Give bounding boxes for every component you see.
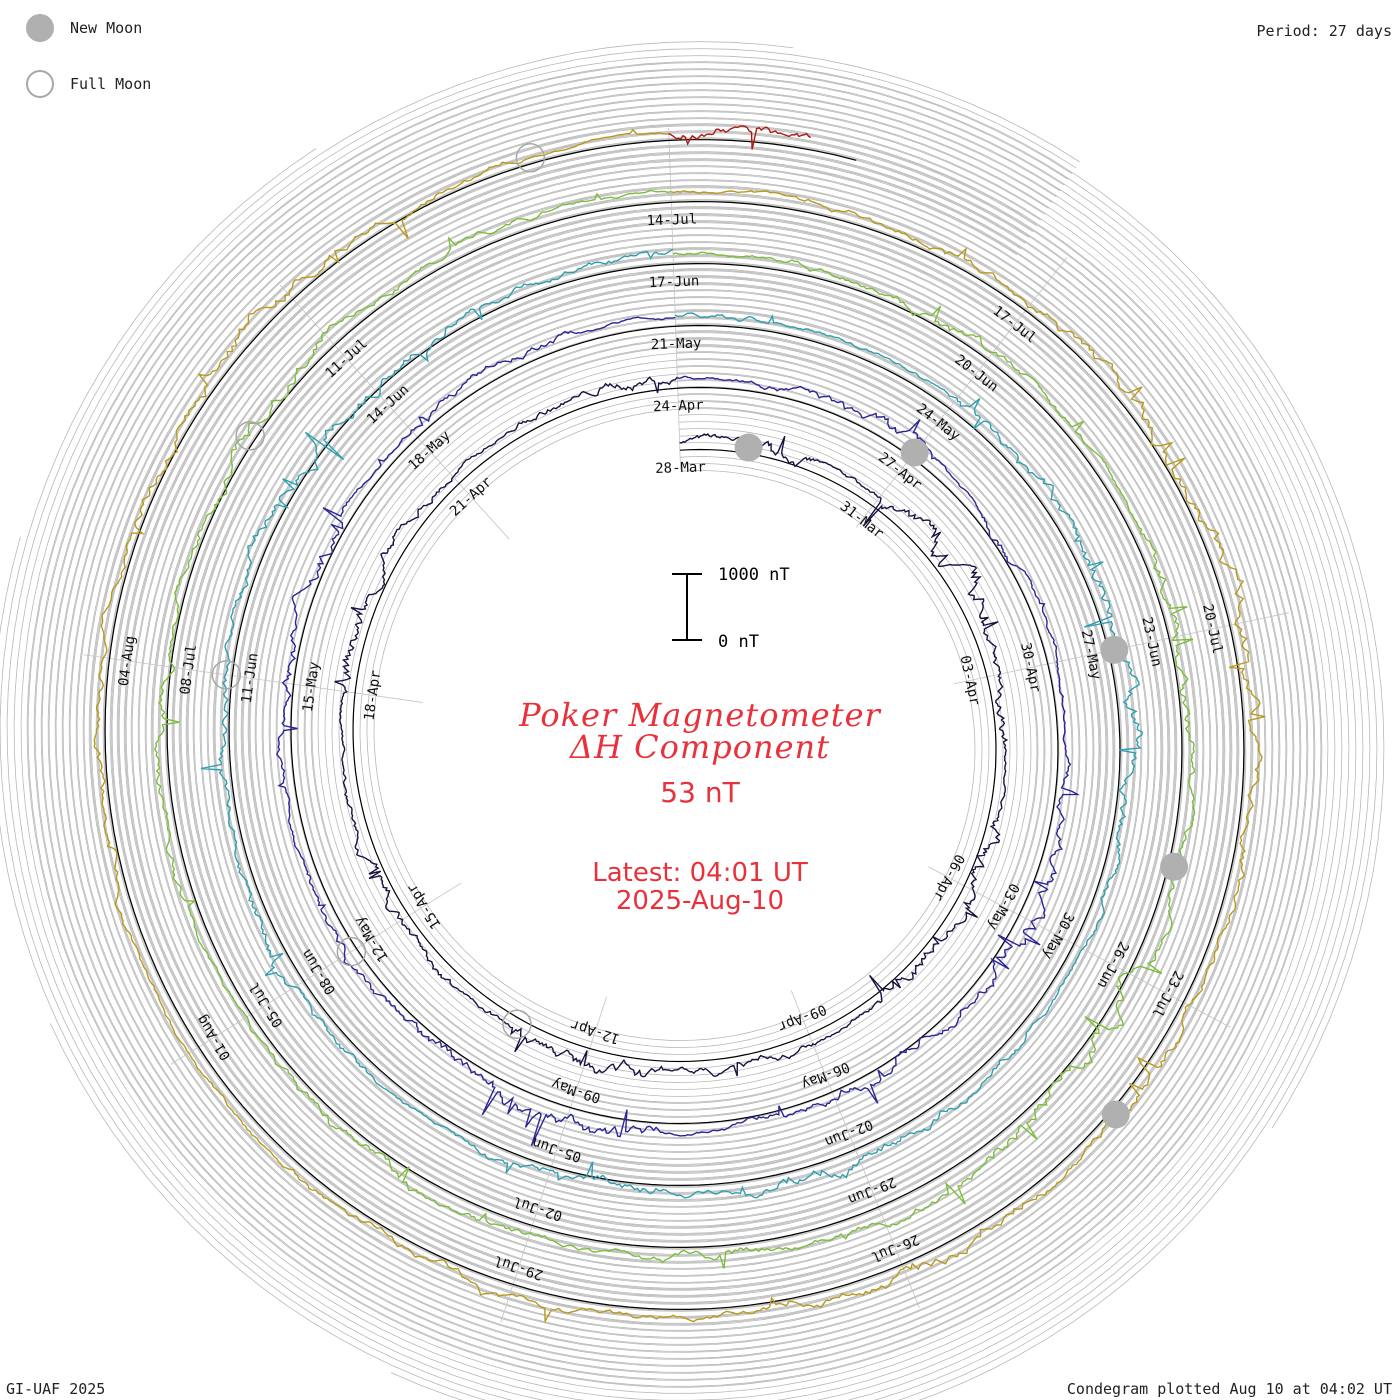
grid-spiral <box>20 55 1329 1394</box>
full-moon-marker <box>336 936 367 967</box>
footer-credit: GI-UAF 2025 <box>6 1380 106 1398</box>
grid-spiral <box>6 41 1343 1400</box>
series-line-1 <box>275 316 1081 1146</box>
full-moon-marker <box>211 660 242 690</box>
period-label: Period: 27 days <box>1256 22 1392 40</box>
grid-spiral <box>27 62 1322 1387</box>
new-moon-icon <box>26 14 54 42</box>
radial-spoke <box>928 866 1231 1028</box>
current-value: 53 nT <box>660 776 740 809</box>
date-label: 11-Jun <box>239 652 262 704</box>
grid-spiral <box>48 83 1301 1366</box>
date-label: 21-Apr <box>447 474 495 520</box>
series-line-0 <box>334 376 1009 1078</box>
date-label: 24-Apr <box>653 397 704 415</box>
full-moon-icon <box>26 70 54 98</box>
date-label: 29-Jul <box>492 1252 545 1283</box>
radial-spoke <box>279 284 510 540</box>
radial-spoke <box>668 127 681 471</box>
chart-title-line1: Poker Magnetometer <box>519 696 881 734</box>
grid-spiral <box>0 96 1350 1400</box>
legend-new-moon: New Moon <box>26 12 142 44</box>
date-label: 15-May <box>300 661 323 713</box>
date-label: 12-Apr <box>569 1016 622 1047</box>
legend-full-moon: Full Moon <box>26 68 151 100</box>
date-label: 17-Jun <box>648 273 699 291</box>
new-moon-label: New Moon <box>70 19 143 37</box>
latest-date: 2025-Aug-10 <box>615 886 785 916</box>
grid-spiral <box>76 111 1273 1338</box>
grid-spiral <box>40 75 1371 1400</box>
grid-spiral <box>13 48 1336 1400</box>
series-line-5 <box>668 125 812 150</box>
series-line-3 <box>153 189 1196 1269</box>
new-moon-marker <box>1100 635 1129 664</box>
grid-spiral <box>0 89 1357 1400</box>
date-label: 02-Jul <box>511 1193 564 1224</box>
scale-bar: 1000 nT 0 nT <box>672 565 790 652</box>
grid-spiral <box>62 97 1287 1352</box>
scale-bar-low-label: 0 nT <box>718 632 759 652</box>
date-label: 18-Apr <box>361 669 384 721</box>
new-moon-marker <box>900 438 929 467</box>
radial-spoke <box>83 654 423 703</box>
full-moon-marker <box>515 143 546 173</box>
series-line-4 <box>93 128 1266 1324</box>
full-moon-marker <box>502 1009 532 1039</box>
new-moon-marker <box>1101 1100 1130 1129</box>
series-line-2 <box>200 248 1143 1199</box>
grid-spiral <box>47 82 1364 1400</box>
grid-spiral <box>41 76 1308 1373</box>
footer-plotted-time: Condegram plotted Aug 10 at 04:02 UT <box>1066 1380 1392 1398</box>
radial-spoke <box>500 996 607 1323</box>
grid-spiral <box>125 160 1224 1289</box>
latest-time: Latest: 04:01 UT <box>592 858 808 888</box>
new-moon-marker <box>1160 852 1189 881</box>
scale-bar-high-label: 1000 nT <box>718 565 790 585</box>
full-moon-label: Full Moon <box>70 75 152 93</box>
date-label: 04-Aug <box>116 635 139 687</box>
radial-spoke <box>170 882 462 1065</box>
grid-spiral <box>26 61 1385 1388</box>
full-moon-marker <box>235 421 265 451</box>
date-label: 14-Jul <box>646 211 697 229</box>
date-label: 21-May <box>651 335 702 353</box>
grid-spiral <box>83 118 1266 1331</box>
chart-title-line2: ΔH Component <box>569 728 831 766</box>
moon-marker-layer <box>211 143 1189 1129</box>
date-label: 28-Mar <box>655 459 706 477</box>
baseline-spiral <box>104 139 1245 1311</box>
grid-spiral <box>69 104 1280 1345</box>
grid-spiral <box>111 146 1238 1303</box>
date-label: 08-Jul <box>177 643 200 695</box>
date-label: 09-May <box>550 1075 603 1106</box>
new-moon-marker <box>734 433 763 462</box>
grid-spiral <box>55 90 1294 1359</box>
radial-spoke <box>855 257 1068 528</box>
series-layer <box>93 125 1266 1324</box>
grid-spiral <box>118 153 1231 1296</box>
